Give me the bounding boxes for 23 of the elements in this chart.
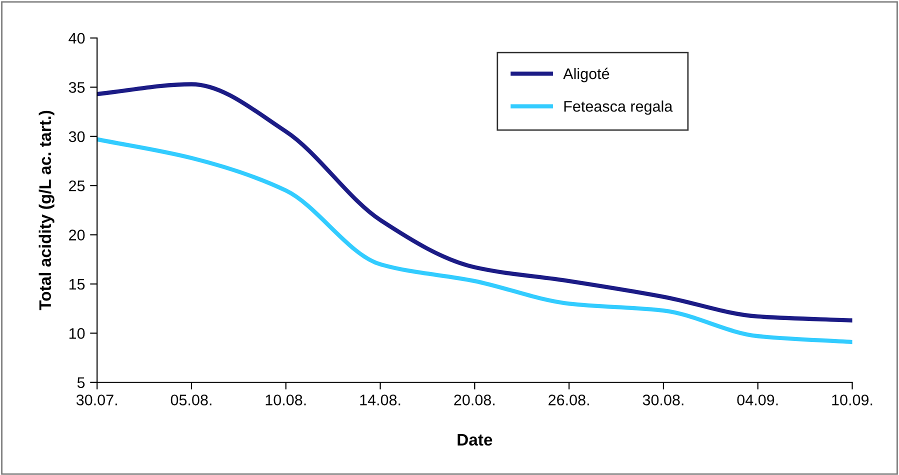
y-tick-label: 40 <box>68 32 85 44</box>
x-tick-label: 10.09. <box>832 394 872 406</box>
x-tick-label: 10.08. <box>266 394 306 406</box>
y-tick-label: 5 <box>77 377 85 388</box>
y-tick-label: 35 <box>68 82 85 93</box>
x-tick-label: 20.08. <box>454 394 495 406</box>
x-tick-label: 30.07. <box>76 394 117 406</box>
x-tick-label: 30.08. <box>642 394 684 406</box>
line-series <box>97 82 852 322</box>
y-axis-title: Total acidity (g/L ac. tart.) <box>38 110 54 310</box>
y-tick-label: 25 <box>69 180 85 192</box>
x-axis-title: Date <box>458 434 492 446</box>
x-tick-label: 14.08. <box>360 394 400 406</box>
legend-label: Aligoté <box>563 68 610 82</box>
x-tick-label: 05.08. <box>170 394 212 406</box>
x-tick-label: 26.08. <box>548 394 589 406</box>
y-tick-label: 20 <box>69 230 85 240</box>
y-tick-label: 10 <box>69 328 85 339</box>
y-tick-label: 15 <box>69 279 85 290</box>
y-tick-label: 30 <box>68 131 85 142</box>
x-tick-label: 04.09. <box>737 394 778 406</box>
line-series <box>97 137 852 344</box>
legend-label: Feteasca regala <box>564 100 673 115</box>
